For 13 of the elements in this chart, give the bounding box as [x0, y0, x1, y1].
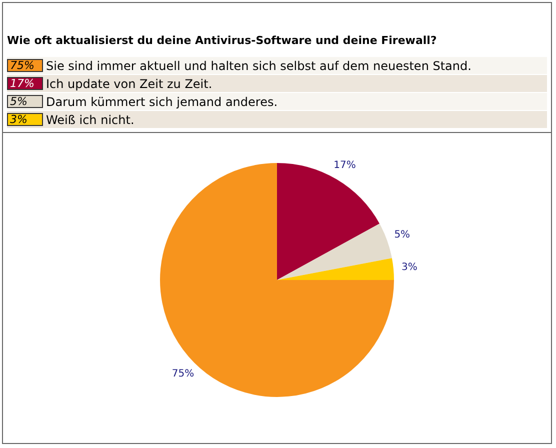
text: 17% — [10, 77, 34, 90]
legend-label: Ich update von Zeit zu Zeit. — [46, 76, 212, 90]
data-label: 75% — [172, 368, 194, 380]
legend-label: Weiß ich nicht. — [46, 112, 134, 126]
data-label: 3% — [401, 262, 418, 274]
data-label: 5% — [394, 230, 410, 241]
text: 3% — [10, 113, 28, 126]
text: 75% — [10, 59, 34, 72]
legend-label: Sie sind immer aktuell und halten sich selbst auf dem neuesten Stand. — [46, 58, 472, 72]
chart-title: Wie oft aktualisierst du deine Antivirus-Software und deine Firewall? — [6, 33, 438, 49]
data-label: 17% — [334, 160, 356, 172]
legend-label: Darum kümmert sich jemand anderes. — [46, 94, 278, 108]
text: 5% — [10, 95, 28, 108]
